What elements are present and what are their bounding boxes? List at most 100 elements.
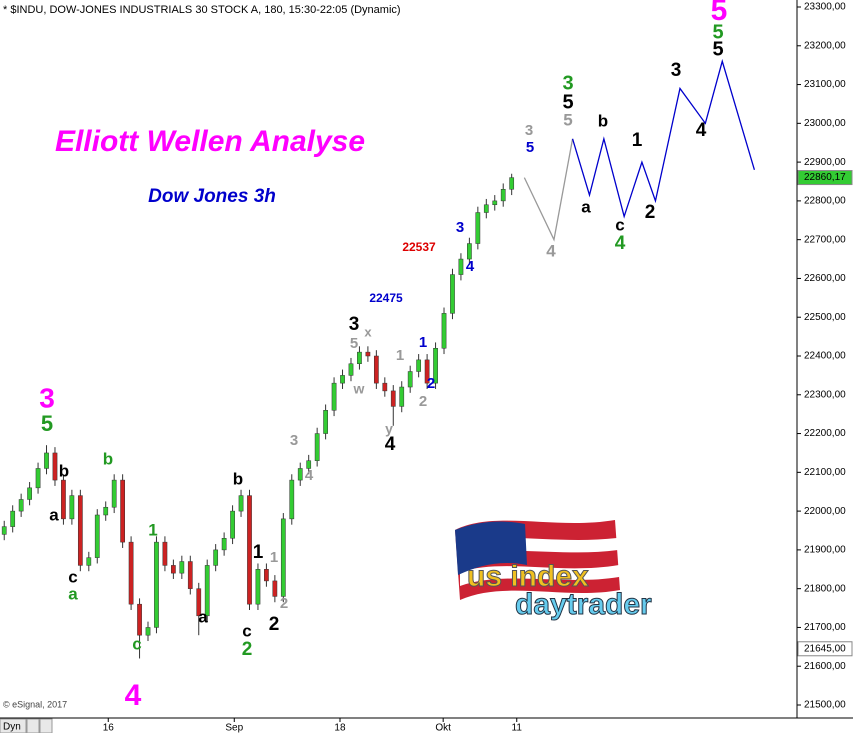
candle-body — [69, 495, 75, 520]
candle-body — [399, 386, 405, 407]
x-tick-label: Sep — [225, 723, 243, 733]
wave-label: 3 — [456, 219, 464, 236]
candle-body — [416, 359, 422, 372]
candle-body — [44, 452, 49, 469]
wave-label: 1 — [270, 549, 278, 566]
wave-label: 5 — [712, 38, 723, 60]
candle-body — [441, 313, 447, 349]
wave-label: 1 — [396, 347, 404, 364]
y-tick-label: 23000,00 — [804, 118, 846, 129]
x-tick-label: Okt — [435, 723, 451, 733]
candle-body — [27, 487, 32, 500]
y-tick-label: 22400,00 — [804, 351, 846, 362]
wave-label: 3 — [562, 72, 573, 94]
x-tick-label: 18 — [334, 723, 346, 733]
candle-body — [247, 495, 252, 605]
wave-label: 2 — [427, 375, 435, 392]
candle-body — [280, 518, 286, 597]
wave-label: 4 — [696, 120, 707, 141]
logo: us index daytrader — [455, 520, 653, 621]
scroll-left[interactable] — [26, 718, 40, 733]
candle-body — [433, 347, 438, 384]
wave-label: y — [385, 421, 393, 437]
candle-body — [424, 359, 430, 384]
wave-label: 3 — [39, 382, 55, 413]
wave-label: 2 — [242, 639, 253, 660]
candle-body — [306, 460, 312, 469]
candle-body — [297, 468, 303, 481]
candle-body — [221, 538, 227, 551]
wave-label: 1 — [253, 542, 264, 563]
candle-body — [483, 204, 489, 213]
wave-label: 4 — [546, 241, 556, 260]
wave-label: 2 — [269, 614, 280, 635]
corner-button[interactable] — [0, 718, 27, 733]
candle-body — [77, 495, 83, 566]
candle-body — [162, 541, 168, 566]
candle-body — [145, 627, 151, 636]
y-tick-label: 23200,00 — [804, 40, 846, 51]
candle-body — [86, 557, 92, 566]
candle-body — [348, 363, 354, 376]
price-label: 21645,00 — [804, 643, 846, 654]
source: © eSignal, 2017 — [3, 699, 67, 709]
candle-body — [103, 506, 109, 516]
y-tick-label: 21900,00 — [804, 545, 846, 556]
wave-label: 3 — [671, 60, 682, 81]
wave-label: a — [581, 197, 591, 216]
wave-label: 4 — [385, 434, 396, 455]
y-tick-label: 22300,00 — [804, 389, 846, 400]
candle-body — [187, 561, 193, 589]
logo-text: us index — [467, 560, 589, 593]
wave-label: 1 — [419, 334, 427, 351]
candle-body — [467, 243, 472, 260]
candle-body — [204, 565, 210, 617]
wave-label: c — [242, 621, 251, 640]
y-tick-label: 22200,00 — [804, 428, 846, 439]
wave-label: c — [132, 634, 141, 653]
y-tick-label: 22500,00 — [804, 312, 846, 323]
wave-label: b — [598, 111, 608, 130]
wave-label: 5 — [711, 0, 728, 27]
candle-body — [230, 510, 235, 539]
candle-body — [407, 371, 413, 388]
candle-body — [390, 390, 396, 407]
wave-label: c — [615, 215, 624, 234]
wave-label: c — [68, 567, 77, 586]
candle-body — [365, 351, 371, 357]
wave-label: 5 — [526, 139, 534, 156]
y-tick-label: 22700,00 — [804, 234, 846, 245]
y-tick-label: 22100,00 — [804, 467, 846, 478]
y-tick-label: 21600,00 — [804, 661, 846, 672]
wave-label: 4 — [305, 467, 314, 484]
flag-canton — [455, 521, 527, 575]
candle-body — [35, 468, 41, 489]
wave-label: 5 — [563, 110, 572, 129]
wave-label: 1 — [632, 130, 643, 151]
wave-label: 5 — [712, 21, 723, 43]
wave-label: b — [103, 449, 113, 468]
candle-body — [500, 189, 506, 202]
scroll-right[interactable] — [39, 718, 53, 733]
wave-label: x — [364, 324, 372, 339]
wave-label: 1 — [148, 520, 157, 539]
y-tick-label: 23100,00 — [804, 79, 846, 90]
candle-body — [128, 541, 134, 605]
price-box — [797, 170, 853, 186]
candle-body — [171, 565, 176, 574]
y-tick-label: 22900,00 — [804, 157, 846, 168]
chart-header: * $INDU, DOW-JONES INDUSTRIALS 30 STOCK … — [3, 4, 401, 16]
wave-label: a — [49, 505, 59, 524]
wave-label: 5 — [41, 411, 53, 436]
candle-body — [179, 561, 185, 574]
projection-line — [523, 138, 574, 242]
price-box — [797, 641, 853, 657]
wave-label: a — [198, 607, 208, 626]
candle-body — [1, 526, 7, 535]
wave-label: 4 — [466, 258, 475, 275]
wave-label: 5 — [350, 335, 358, 352]
y-tick-label: 21700,00 — [804, 622, 846, 633]
candle-body — [94, 514, 100, 558]
corner-label: Dyn — [3, 722, 21, 733]
